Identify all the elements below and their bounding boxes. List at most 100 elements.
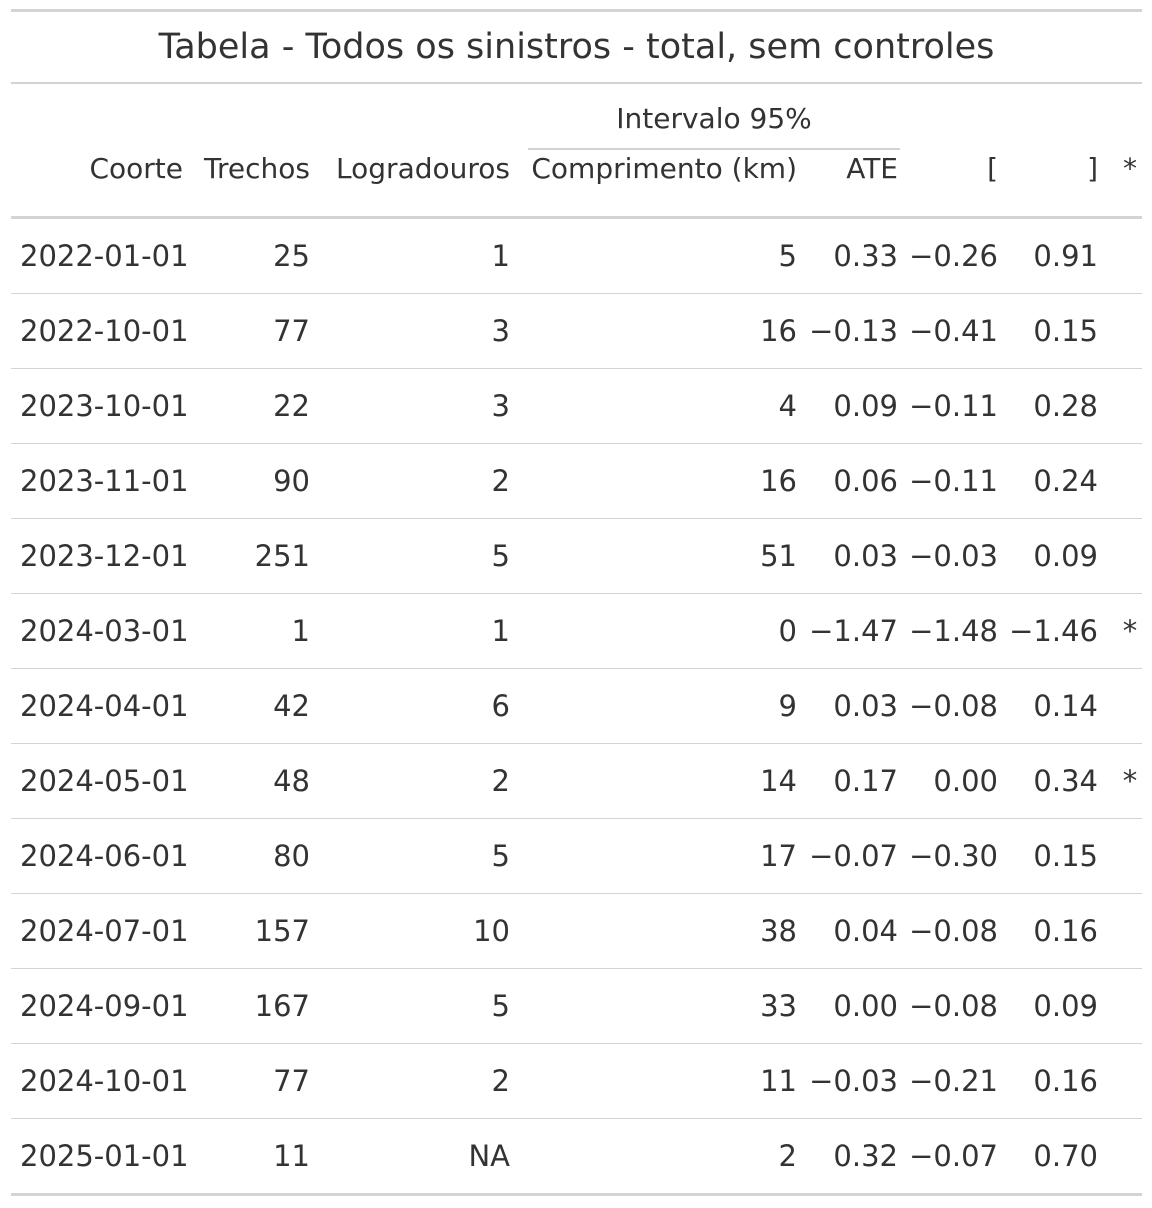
cell-significance: * [1122, 764, 1138, 798]
cell-significance [1118, 1044, 1142, 1118]
cell-comprimento: 11 [760, 1064, 797, 1098]
cell-comprimento: 2 [778, 1139, 797, 1173]
cell-logradouros: 5 [491, 539, 510, 573]
cell-lower-bound: 0.00 [933, 764, 998, 798]
cell-significance [1118, 969, 1142, 1043]
cell-ate: −0.03 [809, 1064, 898, 1098]
table-row: 2022-10-01 77 3 16 −0.13 −0.41 0.15 [11, 294, 1142, 369]
cell-logradouros: 6 [491, 689, 510, 723]
cell-comprimento: 9 [778, 689, 797, 723]
cell-upper-bound: 0.34 [1033, 764, 1098, 798]
cell-ate: 0.09 [833, 389, 898, 423]
cell-ate: −0.13 [809, 314, 898, 348]
cell-lower-bound: −0.11 [909, 464, 998, 498]
cell-lower-bound: −0.21 [909, 1064, 998, 1098]
table-row: 2024-03-01 1 1 0 −1.47 −1.48 −1.46 * [11, 594, 1142, 669]
header-logradouros: Logradouros [336, 152, 510, 185]
table-row: 2025-01-01 11 NA 2 0.32 −0.07 0.70 [11, 1119, 1142, 1196]
cell-significance [1118, 519, 1142, 593]
header-significance: * [1123, 152, 1137, 185]
cell-upper-bound: 0.24 [1033, 464, 1098, 498]
cell-logradouros: 3 [491, 314, 510, 348]
cell-significance [1118, 819, 1142, 893]
cell-trechos: 157 [254, 914, 310, 948]
cell-upper-bound: 0.09 [1033, 989, 1098, 1023]
cell-logradouros: 5 [491, 989, 510, 1023]
cell-upper-bound: 0.14 [1033, 689, 1098, 723]
header-ate: ATE [846, 152, 898, 185]
cell-lower-bound: −0.11 [909, 389, 998, 423]
table-row: 2024-04-01 42 6 9 0.03 −0.08 0.14 [11, 669, 1142, 744]
header-trechos: Trechos [204, 152, 310, 185]
cell-lower-bound: −0.08 [909, 689, 998, 723]
table-title: Tabela - Todos os sinistros - total, sem… [11, 12, 1142, 84]
cell-lower-bound: −0.08 [909, 989, 998, 1023]
cell-logradouros: 1 [491, 239, 510, 273]
cell-trechos: 1 [291, 614, 310, 648]
cell-ate: 0.17 [833, 764, 898, 798]
cell-coorte: 2022-10-01 [20, 314, 189, 348]
cell-lower-bound: −0.30 [909, 839, 998, 873]
table-row: 2024-09-01 167 5 33 0.00 −0.08 0.09 [11, 969, 1142, 1044]
cell-ate: 0.03 [833, 689, 898, 723]
cell-trechos: 167 [254, 989, 310, 1023]
cell-ate: 0.06 [833, 464, 898, 498]
cell-ate: 0.03 [833, 539, 898, 573]
cell-upper-bound: 0.09 [1033, 539, 1098, 573]
table-row: 2022-01-01 25 1 5 0.33 −0.26 0.91 [11, 219, 1142, 294]
cell-logradouros: NA [468, 1139, 510, 1173]
cell-logradouros: 5 [491, 839, 510, 873]
cell-comprimento: 38 [760, 914, 797, 948]
cell-ate: 0.00 [833, 989, 898, 1023]
cell-lower-bound: −0.26 [909, 239, 998, 273]
cell-trechos: 77 [273, 1064, 310, 1098]
cell-significance: * [1122, 614, 1138, 648]
cell-upper-bound: −1.46 [1009, 614, 1098, 648]
cell-logradouros: 10 [473, 914, 510, 948]
table-row: 2023-12-01 251 5 51 0.03 −0.03 0.09 [11, 519, 1142, 594]
cell-significance [1118, 219, 1142, 293]
cell-coorte: 2024-07-01 [20, 914, 189, 948]
results-table: Tabela - Todos os sinistros - total, sem… [11, 9, 1142, 1196]
cell-logradouros: 1 [491, 614, 510, 648]
cell-significance [1118, 669, 1142, 743]
cell-upper-bound: 0.15 [1033, 839, 1098, 873]
table-row: 2023-11-01 90 2 16 0.06 −0.11 0.24 [11, 444, 1142, 519]
header-coorte: Coorte [89, 152, 183, 185]
cell-trechos: 25 [273, 239, 310, 273]
cell-ate: 0.32 [833, 1139, 898, 1173]
table-row: 2023-10-01 22 3 4 0.09 −0.11 0.28 [11, 369, 1142, 444]
cell-ate: −0.07 [809, 839, 898, 873]
cell-upper-bound: 0.70 [1033, 1139, 1098, 1173]
cell-logradouros: 2 [491, 1064, 510, 1098]
cell-comprimento: 17 [760, 839, 797, 873]
cell-comprimento: 16 [760, 464, 797, 498]
header-upper-bound: ] [1087, 152, 1098, 185]
cell-coorte: 2023-10-01 [20, 389, 189, 423]
cell-trechos: 11 [273, 1139, 310, 1173]
table-row: 2024-07-01 157 10 38 0.04 −0.08 0.16 [11, 894, 1142, 969]
cell-logradouros: 2 [491, 464, 510, 498]
cell-coorte: 2022-01-01 [20, 239, 189, 273]
header-comprimento: Comprimento (km) [531, 152, 797, 185]
cell-coorte: 2024-04-01 [20, 689, 189, 723]
top-rule [11, 9, 1142, 12]
cell-upper-bound: 0.91 [1033, 239, 1098, 273]
cell-lower-bound: −0.03 [909, 539, 998, 573]
table-row: 2024-06-01 80 5 17 −0.07 −0.30 0.15 [11, 819, 1142, 894]
cell-upper-bound: 0.16 [1033, 914, 1098, 948]
spanner-interval-label: Intervalo 95% [528, 84, 900, 150]
cell-ate: 0.04 [833, 914, 898, 948]
cell-lower-bound: −0.08 [909, 914, 998, 948]
cell-comprimento: 14 [760, 764, 797, 798]
cell-coorte: 2024-09-01 [20, 989, 189, 1023]
cell-comprimento: 0 [778, 614, 797, 648]
cell-coorte: 2023-11-01 [20, 464, 189, 498]
table-body: 2022-01-01 25 1 5 0.33 −0.26 0.91 2022-10-01 77 3… [11, 219, 1142, 1196]
cell-upper-bound: 0.15 [1033, 314, 1098, 348]
cell-coorte: 2023-12-01 [20, 539, 189, 573]
cell-coorte: 2024-06-01 [20, 839, 189, 873]
cell-ate: 0.33 [833, 239, 898, 273]
cell-comprimento: 16 [760, 314, 797, 348]
spanner-row: Intervalo 95% [11, 84, 1142, 150]
